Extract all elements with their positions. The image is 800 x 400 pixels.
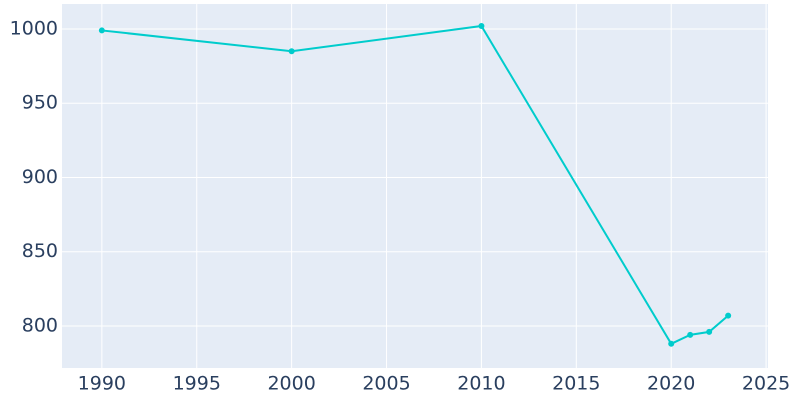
y-tick-label: 950 xyxy=(22,92,58,114)
x-tick-label: 1990 xyxy=(78,373,126,395)
y-tick-label: 800 xyxy=(22,314,58,336)
point xyxy=(668,340,675,347)
y-tick-label: 900 xyxy=(22,166,58,188)
y-tick-label: 850 xyxy=(22,240,58,262)
point xyxy=(687,331,694,338)
y-tick-label: 1000 xyxy=(10,17,58,39)
x-tick-label: 2025 xyxy=(742,373,790,395)
x-tick-label: 2010 xyxy=(457,373,505,395)
point xyxy=(478,22,485,29)
x-tick-label: 1995 xyxy=(173,373,221,395)
x-tick-label: 2005 xyxy=(362,373,410,395)
x-tick-label: 2020 xyxy=(647,373,695,395)
x-tick-label: 2015 xyxy=(552,373,600,395)
point xyxy=(98,27,105,34)
point xyxy=(706,328,713,335)
point xyxy=(725,312,732,319)
point xyxy=(288,48,295,55)
plot-area xyxy=(62,4,768,368)
x-tick-label: 2000 xyxy=(267,373,315,395)
